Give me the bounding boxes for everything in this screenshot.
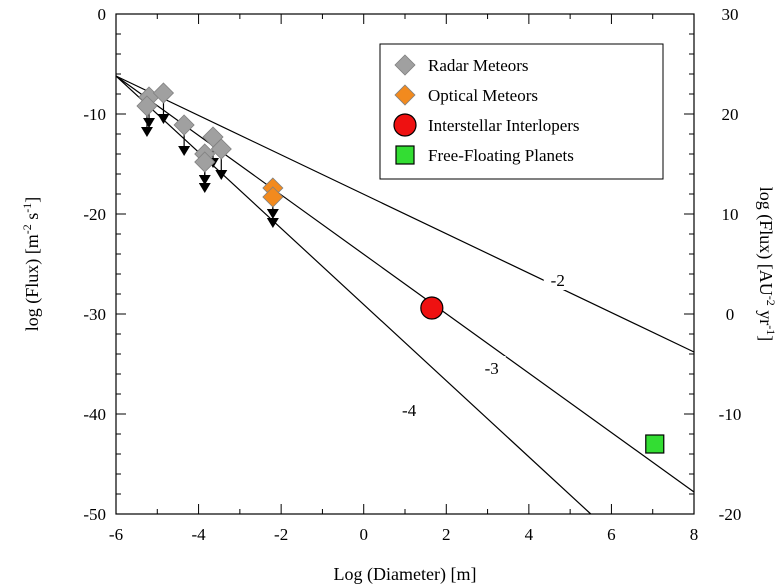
data-markers	[136, 82, 665, 454]
y-axis-left-title: log (Flux) [m-2 s-1]	[20, 197, 43, 332]
y-left-tick-label: -10	[83, 105, 106, 124]
x-tick-label: 0	[359, 525, 368, 544]
legend-free-floating-planets-marker	[395, 145, 415, 165]
optical-meteors-marker	[262, 186, 284, 208]
x-tick-label: -6	[109, 525, 123, 544]
power-law-label: -3	[485, 359, 499, 378]
radar-meteors-marker	[173, 114, 195, 136]
legend-radar-meteors-label: Radar Meteors	[428, 56, 529, 75]
y-right-tick-label: 10	[722, 205, 739, 224]
power-law-label: -2	[551, 271, 565, 290]
x-tick-label: 8	[690, 525, 699, 544]
line-label-bg	[395, 398, 424, 420]
legend-optical-meteors-marker	[394, 84, 416, 106]
legend-interstellar-interlopers-label: Interstellar Interlopers	[428, 116, 580, 135]
line-label-bg	[543, 268, 572, 290]
y-left-tick-label: 0	[98, 5, 107, 24]
legend-radar-meteors-marker	[394, 54, 416, 76]
x-tick-label: -4	[191, 525, 206, 544]
legend-optical-meteors-label: Optical Meteors	[428, 86, 538, 105]
y-right-tick-label: -10	[719, 405, 742, 424]
free-floating-planets-marker	[645, 434, 665, 454]
radar-meteors-marker	[152, 82, 175, 104]
legend: Radar Meteors Optical Meteors Interstellar…	[379, 43, 664, 180]
radar-meteors-marker	[194, 151, 216, 173]
y-left-tick-label: -50	[83, 505, 106, 524]
x-tick-label: -2	[274, 525, 288, 544]
x-tick-label: 4	[525, 525, 534, 544]
legend-interstellar-interlopers-marker	[393, 113, 417, 137]
power-law-labels: -2 -3 -4	[395, 268, 572, 420]
power-law-label: -4	[402, 401, 417, 420]
power-law-line	[115, 75, 695, 353]
power-law-line	[115, 75, 592, 515]
line-label-bg	[477, 356, 506, 378]
y-right-tick-label: 20	[722, 105, 739, 124]
x-tick-label: 6	[607, 525, 616, 544]
radar-meteors-marker	[136, 95, 158, 117]
x-tick-label: 2	[442, 525, 451, 544]
interstellar-interlopers-marker	[420, 296, 444, 320]
y-right-tick-label: 30	[722, 5, 739, 24]
radar-meteors-marker	[210, 138, 232, 160]
y-left-tick-label: -40	[83, 405, 106, 424]
legend-free-floating-planets-label: Free-Floating Planets	[428, 146, 574, 165]
legend-box	[379, 43, 664, 180]
y-axis-right-title: log (Flux) [AU-2 yr-1]	[755, 187, 778, 342]
y-left-tick-label: -30	[83, 305, 106, 324]
y-left-tick-label: -20	[83, 205, 106, 224]
x-axis-title: Log (Diameter) [m]	[334, 564, 477, 585]
y-right-tick-label: 0	[726, 305, 735, 324]
y-right-tick-label: -20	[719, 505, 742, 524]
